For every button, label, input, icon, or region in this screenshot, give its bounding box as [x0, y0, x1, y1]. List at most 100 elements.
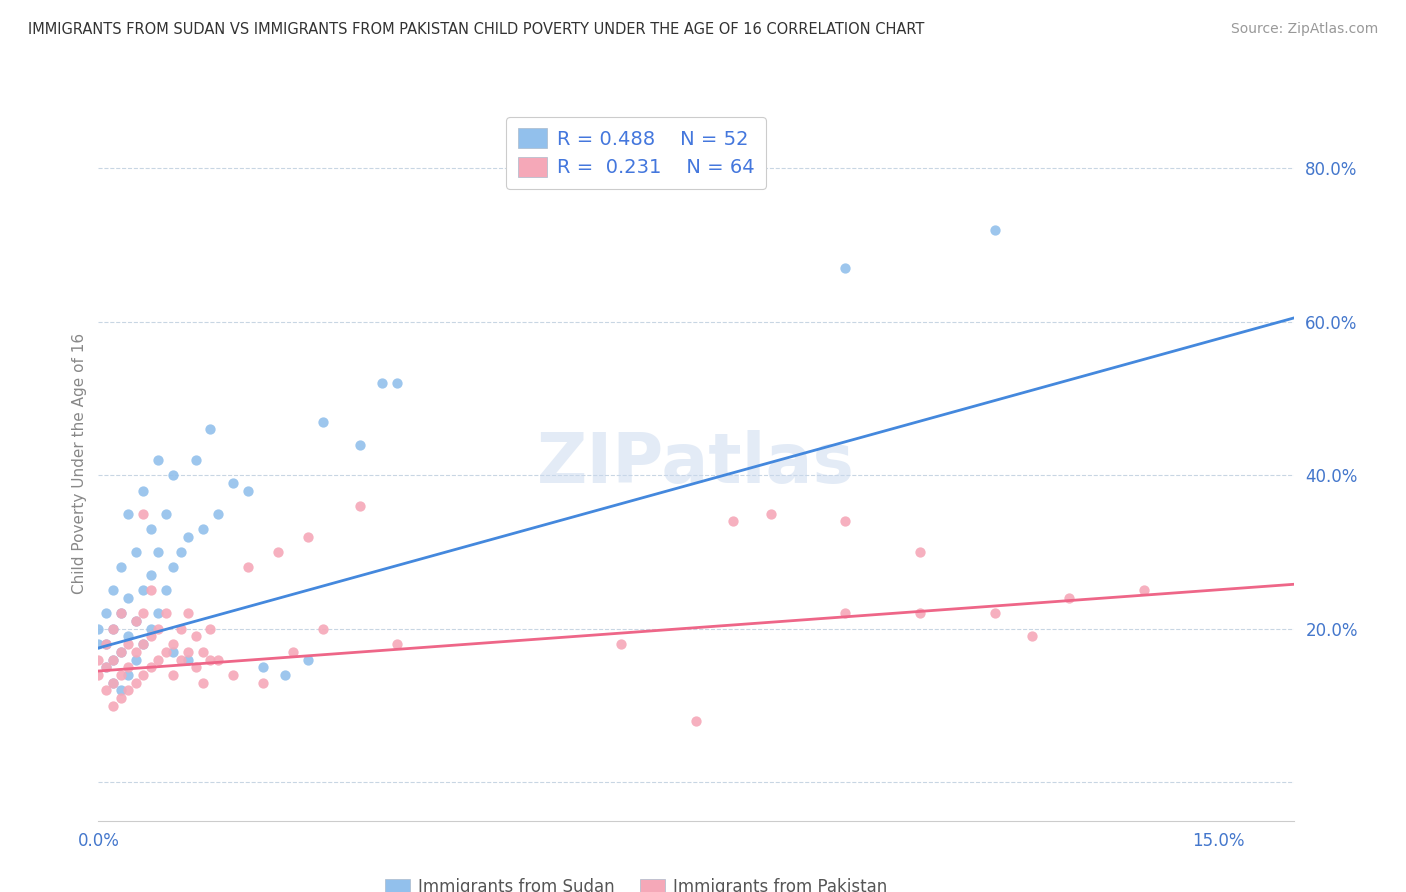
Text: Source: ZipAtlas.com: Source: ZipAtlas.com — [1230, 22, 1378, 37]
Point — [139, 568, 162, 582]
Point — [94, 660, 117, 674]
Point — [184, 453, 207, 467]
Point — [139, 622, 162, 636]
Point — [177, 607, 200, 621]
Point — [169, 622, 191, 636]
Point — [385, 637, 409, 651]
Point — [125, 645, 148, 659]
Point — [117, 591, 139, 606]
Point — [184, 660, 207, 674]
Point — [155, 645, 177, 659]
Point — [139, 660, 162, 674]
Point — [177, 645, 200, 659]
Point — [110, 607, 132, 621]
Point — [281, 645, 304, 659]
Point — [139, 583, 162, 598]
Point — [148, 545, 170, 559]
Point — [125, 675, 148, 690]
Point — [94, 637, 117, 651]
Point — [207, 507, 229, 521]
Point — [200, 422, 222, 436]
Point — [132, 507, 155, 521]
Point — [222, 668, 245, 682]
Point — [110, 607, 132, 621]
Point — [87, 637, 110, 651]
Point — [908, 545, 931, 559]
Point — [1133, 583, 1156, 598]
Point — [169, 652, 191, 666]
Point — [610, 637, 633, 651]
Point — [834, 515, 856, 529]
Point — [103, 675, 125, 690]
Point — [132, 637, 155, 651]
Text: ZIPatlas: ZIPatlas — [537, 430, 855, 498]
Point — [103, 652, 125, 666]
Point — [103, 675, 125, 690]
Point — [177, 652, 200, 666]
Point — [191, 675, 214, 690]
Point — [103, 698, 125, 713]
Point — [94, 607, 117, 621]
Point — [110, 668, 132, 682]
Point — [222, 476, 245, 491]
Point — [162, 468, 184, 483]
Point — [908, 607, 931, 621]
Point — [139, 522, 162, 536]
Point — [162, 645, 184, 659]
Point — [132, 583, 155, 598]
Point — [834, 607, 856, 621]
Point — [162, 637, 184, 651]
Point — [267, 545, 290, 559]
Point — [207, 652, 229, 666]
Point — [162, 668, 184, 682]
Point — [94, 637, 117, 651]
Point — [110, 645, 132, 659]
Point — [200, 622, 222, 636]
Point — [148, 607, 170, 621]
Point — [132, 668, 155, 682]
Point — [110, 560, 132, 574]
Point — [723, 515, 745, 529]
Point — [103, 622, 125, 636]
Point — [132, 483, 155, 498]
Point — [87, 622, 110, 636]
Y-axis label: Child Poverty Under the Age of 16: Child Poverty Under the Age of 16 — [72, 334, 87, 594]
Point — [162, 560, 184, 574]
Point — [117, 637, 139, 651]
Point — [125, 614, 148, 628]
Point — [103, 652, 125, 666]
Point — [132, 637, 155, 651]
Text: IMMIGRANTS FROM SUDAN VS IMMIGRANTS FROM PAKISTAN CHILD POVERTY UNDER THE AGE OF: IMMIGRANTS FROM SUDAN VS IMMIGRANTS FROM… — [28, 22, 925, 37]
Point — [94, 683, 117, 698]
Point — [94, 660, 117, 674]
Point — [297, 530, 319, 544]
Point — [139, 630, 162, 644]
Point — [148, 622, 170, 636]
Point — [184, 630, 207, 644]
Point — [349, 499, 371, 513]
Point — [148, 652, 170, 666]
Point — [1059, 591, 1081, 606]
Point — [103, 583, 125, 598]
Point — [125, 545, 148, 559]
Point — [349, 437, 371, 451]
Point — [110, 645, 132, 659]
Point — [200, 652, 222, 666]
Point — [169, 545, 191, 559]
Legend: Immigrants from Sudan, Immigrants from Pakistan: Immigrants from Sudan, Immigrants from P… — [378, 871, 894, 892]
Point — [87, 652, 110, 666]
Point — [685, 714, 707, 728]
Point — [274, 668, 297, 682]
Point — [252, 660, 274, 674]
Point — [117, 683, 139, 698]
Point — [297, 652, 319, 666]
Point — [125, 614, 148, 628]
Point — [87, 668, 110, 682]
Point — [311, 415, 333, 429]
Point — [148, 453, 170, 467]
Point — [117, 660, 139, 674]
Point — [155, 583, 177, 598]
Point — [110, 690, 132, 705]
Point — [117, 668, 139, 682]
Point — [103, 622, 125, 636]
